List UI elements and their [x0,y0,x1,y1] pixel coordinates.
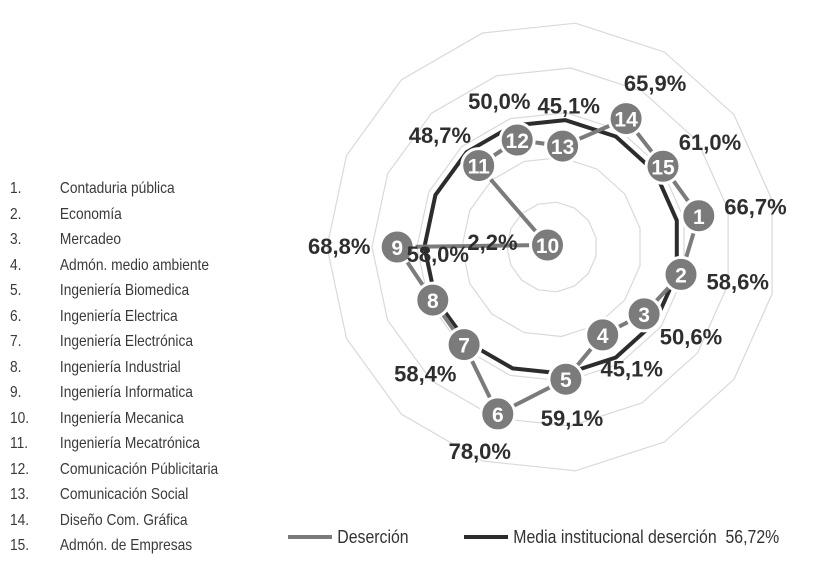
value-label: 48,7% [409,123,471,148]
grid-ring [326,22,773,472]
program-item: 13. Comunicación Social [10,486,189,503]
legend-item-desercion: Deserción [288,525,409,549]
value-label: 59,1% [541,406,603,431]
program-item: 7. Ingeniería Electrónica [10,333,193,350]
marker-circle [529,226,566,264]
series-line-media [422,118,679,376]
legend-swatch-desercion [288,535,332,539]
program-item: 12. Comunicación Públicitaria [10,460,219,478]
marker-circle [625,295,663,333]
data-point-marker: 12 [498,121,536,159]
data-point-marker: 4 [584,316,622,354]
data-point-marker: 1 [680,197,718,235]
data-point-marker: 11 [460,147,498,185]
data-point-marker: 3 [625,295,663,333]
radar-grid [326,22,773,472]
value-label: 58,0% [407,242,469,267]
series-line-desercion [395,116,701,416]
value-label: 2,2% [467,230,517,255]
radar-series [395,116,701,416]
marker-circle [662,255,700,293]
program-item: 1. Contaduria pública [10,180,175,197]
marker-circle [607,100,645,138]
data-point-marker: 9 [378,228,416,266]
program-item: 9. Ingeniería Informatica [10,384,193,401]
program-item: 10. Ingeniería Mecanica [10,409,184,427]
program-item: 3. Mercadeo [10,231,122,248]
legend-label-desercion: Deserción [337,526,409,547]
marker-number: 6 [492,404,504,427]
grid-ring [461,156,641,338]
marker-number: 11 [468,156,491,179]
marker-circle [498,121,536,159]
value-label: 50,0% [468,89,530,114]
marker-number: 9 [391,237,403,260]
program-item: 5. Ingeniería Biomedica [10,282,190,299]
grid-ring [506,201,597,293]
value-label: 68,8% [308,234,370,259]
program-item: 11. Ingeniería Mecatrónica [10,435,200,452]
grid-ring [371,67,729,427]
program-item: 2. Economía [10,205,122,223]
program-list: 1. Contaduria pública 2. Economía 3. Mercad… [10,176,218,559]
marker-number: 1 [693,206,705,229]
value-label: 65,9% [624,71,686,96]
radar-value-labels: 66,7% 58,6% 50,6% 45,1% 59,1% 78,0% 58,4% 58,0%… [308,71,787,464]
value-label: 58,4% [394,361,456,386]
value-label: 45,1% [601,357,663,382]
legend-media-value: 56,72% [725,526,780,547]
marker-number: 12 [506,130,529,153]
value-label: 78,0% [449,439,511,464]
data-point-marker: 6 [479,395,517,433]
marker-circle [547,360,585,398]
marker-circle [584,316,622,354]
program-item: 6. Ingeniería Electrica [10,307,178,325]
marker-circle [680,197,718,235]
marker-circle [378,228,416,266]
marker-number: 10 [536,235,559,258]
marker-number: 8 [427,290,439,313]
value-label: 61,0% [679,130,741,155]
program-item: 14. Diseño Com. Gráfica [10,511,188,529]
marker-number: 15 [651,156,675,179]
data-point-marker: 8 [414,281,452,319]
data-point-marker: 14 [607,100,645,138]
legend-swatch-media [464,535,508,539]
program-item: 8. Ingeniería Industrial [10,358,181,376]
data-point-marker: 10 [529,226,566,264]
marker-circle [644,147,682,185]
program-item: 15. Admón. de Empresas [10,537,193,554]
marker-number: 14 [614,109,638,132]
marker-circle [544,127,582,165]
marker-number: 5 [560,369,572,392]
marker-number: 2 [675,264,687,287]
marker-number: 3 [638,304,650,327]
marker-circle [460,147,498,185]
marker-number: 4 [597,325,609,348]
data-point-marker: 13 [544,127,582,165]
data-point-marker: 15 [644,147,682,185]
marker-number: 13 [551,136,574,159]
data-point-marker: 7 [445,326,483,364]
data-point-marker: 5 [547,360,585,398]
data-point-marker: 2 [662,255,700,293]
marker-circle [414,281,452,319]
value-label: 66,7% [724,195,786,220]
marker-circle [445,326,483,364]
value-label: 58,6% [707,270,769,295]
grid-ring [416,112,685,382]
program-item: 4. Admón. medio ambiente [10,256,210,274]
value-label: 50,6% [660,324,722,349]
legend-label-media: Media institucional deserción [513,526,717,547]
legend-item-media: Media institucional deserción 56,72% [464,525,779,549]
marker-circle [479,395,517,433]
value-label: 45,1% [538,93,600,118]
marker-number: 7 [458,335,470,358]
